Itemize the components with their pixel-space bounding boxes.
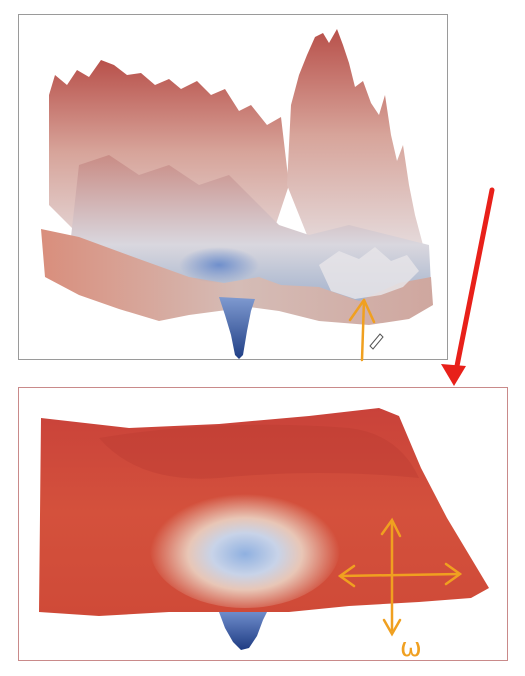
surface-shading [99,424,419,479]
rugged-landscape-surface [41,29,433,359]
global-minimum-well [219,297,255,359]
smooth-landscape-surface [39,408,489,650]
rugged-landscape-panel [18,14,448,360]
rugged-foreground [319,247,419,299]
red-arrow-head [441,364,466,386]
blue-valley-glow [179,247,259,283]
smooth-landscape-panel [18,387,508,661]
smooth-minimum-well [219,612,267,650]
red-arrow-line [452,187,495,379]
front-slab [41,229,433,325]
smooth-basin [150,488,340,608]
tall-peaks [287,29,423,265]
